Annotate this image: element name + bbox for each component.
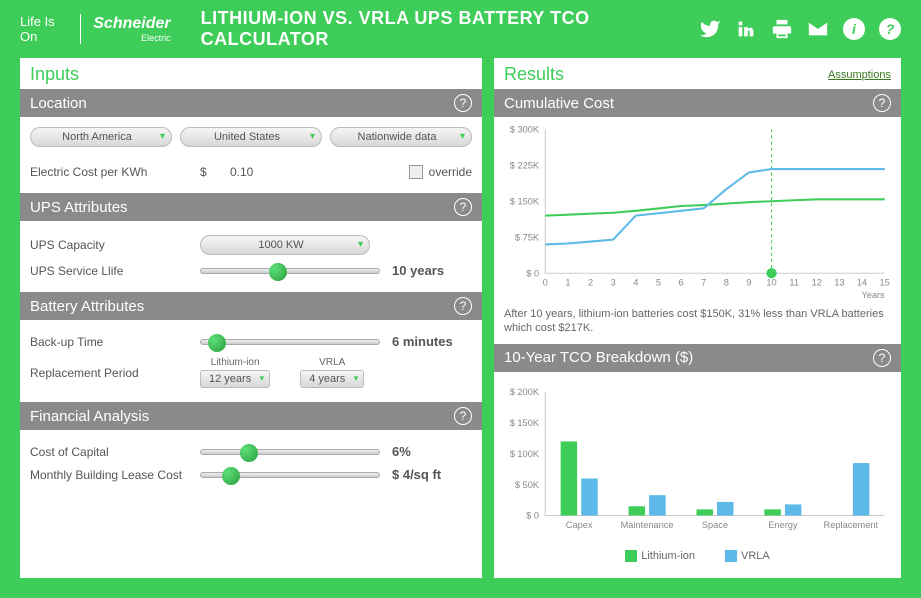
inputs-panel: Inputs Location ? North America United S… — [20, 58, 482, 578]
results-panel: Results Assumptions Cumulative Cost ? $ … — [494, 58, 901, 578]
backup-slider[interactable] — [200, 339, 380, 345]
ups-life-value: 10 years — [392, 263, 472, 278]
coc-value: 6% — [392, 444, 472, 459]
help-icon[interactable]: ? — [454, 297, 472, 315]
scope-dropdown[interactable]: Nationwide data — [330, 127, 472, 147]
svg-text:14: 14 — [857, 278, 867, 288]
chart-legend: Lithium-ion VRLA — [494, 550, 901, 562]
li-period-dropdown[interactable]: 12 years — [200, 370, 270, 388]
brand-logo: Schneider Electric — [93, 15, 170, 43]
svg-text:13: 13 — [834, 278, 844, 288]
help-icon[interactable]: ? — [879, 18, 901, 40]
electric-cost-value: 0.10 — [230, 165, 310, 179]
backup-label: Back-up Time — [30, 335, 200, 349]
svg-text:11: 11 — [789, 278, 799, 288]
tagline: Life Is On — [20, 14, 68, 44]
help-icon[interactable]: ? — [454, 94, 472, 112]
ups-capacity-dropdown[interactable]: 1000 KW — [200, 235, 370, 255]
summary-text: After 10 years, lithium-ion batteries co… — [494, 305, 901, 338]
help-icon[interactable]: ? — [454, 198, 472, 216]
svg-text:8: 8 — [724, 278, 729, 288]
app-title: LITHIUM-ION VS. VRLA UPS BATTERY TCO CAL… — [201, 8, 699, 50]
svg-text:$ 200K: $ 200K — [510, 387, 540, 397]
breakdown-chart: $ 200K $ 150K $ 100K $ 50K $ 0 Capex Maintenan… — [502, 376, 893, 546]
cumulative-chart: $ 300K$ 225K$ 150K$ 75K$ 001234567891011… — [502, 121, 893, 301]
mail-icon[interactable] — [807, 18, 829, 40]
svg-text:Replacement: Replacement — [824, 519, 879, 529]
coc-label: Cost of Capital — [30, 445, 200, 459]
coc-slider[interactable] — [200, 449, 380, 455]
svg-text:10: 10 — [766, 278, 776, 288]
svg-text:Maintenance: Maintenance — [621, 519, 674, 529]
assumptions-link[interactable]: Assumptions — [828, 69, 891, 81]
svg-text:Years: Years — [861, 290, 885, 300]
svg-text:$ 225K: $ 225K — [510, 160, 540, 170]
vrla-period-dropdown[interactable]: 4 years — [300, 370, 364, 388]
svg-text:12: 12 — [812, 278, 822, 288]
ups-capacity-label: UPS Capacity — [30, 238, 200, 252]
svg-text:7: 7 — [701, 278, 706, 288]
header: Life Is On Schneider Electric LITHIUM-IO… — [0, 0, 921, 58]
svg-text:Energy: Energy — [768, 519, 798, 529]
ups-life-label: UPS Service Llife — [30, 264, 200, 278]
help-icon[interactable]: ? — [873, 94, 891, 112]
svg-text:$ 0: $ 0 — [526, 510, 539, 520]
help-icon[interactable]: ? — [873, 349, 891, 367]
electric-cost-label: Electric Cost per KWh — [30, 165, 200, 179]
svg-text:2: 2 — [588, 278, 593, 288]
financial-header: Financial Analysis ? — [20, 402, 482, 430]
svg-text:$ 75K: $ 75K — [515, 232, 540, 242]
lease-label: Monthly Building Lease Cost — [30, 468, 200, 482]
results-title: Results — [504, 64, 564, 85]
svg-text:Space: Space — [702, 519, 728, 529]
location-header: Location ? — [20, 89, 482, 117]
inputs-title: Inputs — [20, 58, 482, 89]
help-icon[interactable]: ? — [454, 407, 472, 425]
svg-text:6: 6 — [678, 278, 683, 288]
twitter-icon[interactable] — [699, 18, 721, 40]
svg-text:3: 3 — [611, 278, 616, 288]
svg-text:4: 4 — [633, 278, 638, 288]
svg-text:$ 50K: $ 50K — [515, 479, 540, 489]
print-icon[interactable] — [771, 18, 793, 40]
breakdown-header: 10-Year TCO Breakdown ($) ? — [494, 344, 901, 372]
svg-text:$ 150K: $ 150K — [510, 196, 540, 206]
backup-value: 6 minutes — [392, 334, 472, 349]
ups-life-slider[interactable] — [200, 268, 380, 274]
country-dropdown[interactable]: United States — [180, 127, 322, 147]
cumulative-header: Cumulative Cost ? — [494, 89, 901, 117]
svg-text:1: 1 — [565, 278, 570, 288]
lease-value: $ 4/sq ft — [392, 467, 472, 482]
replacement-label: Replacement Period — [30, 366, 200, 380]
region-dropdown[interactable]: North America — [30, 127, 172, 147]
svg-text:0: 0 — [543, 278, 548, 288]
lease-slider[interactable] — [200, 472, 380, 478]
battery-header: Battery Attributes ? — [20, 292, 482, 320]
svg-text:15: 15 — [880, 278, 890, 288]
override-checkbox[interactable] — [409, 165, 423, 179]
info-icon[interactable]: i — [843, 18, 865, 40]
svg-text:5: 5 — [656, 278, 661, 288]
svg-text:$ 150K: $ 150K — [510, 418, 540, 428]
ups-header: UPS Attributes ? — [20, 193, 482, 221]
svg-text:Capex: Capex — [566, 519, 593, 529]
svg-text:9: 9 — [746, 278, 751, 288]
svg-text:$ 300K: $ 300K — [510, 124, 540, 134]
logo-divider — [80, 14, 81, 44]
linkedin-icon[interactable] — [735, 18, 757, 40]
svg-text:$ 100K: $ 100K — [510, 448, 540, 458]
svg-text:$ 0: $ 0 — [526, 268, 539, 278]
